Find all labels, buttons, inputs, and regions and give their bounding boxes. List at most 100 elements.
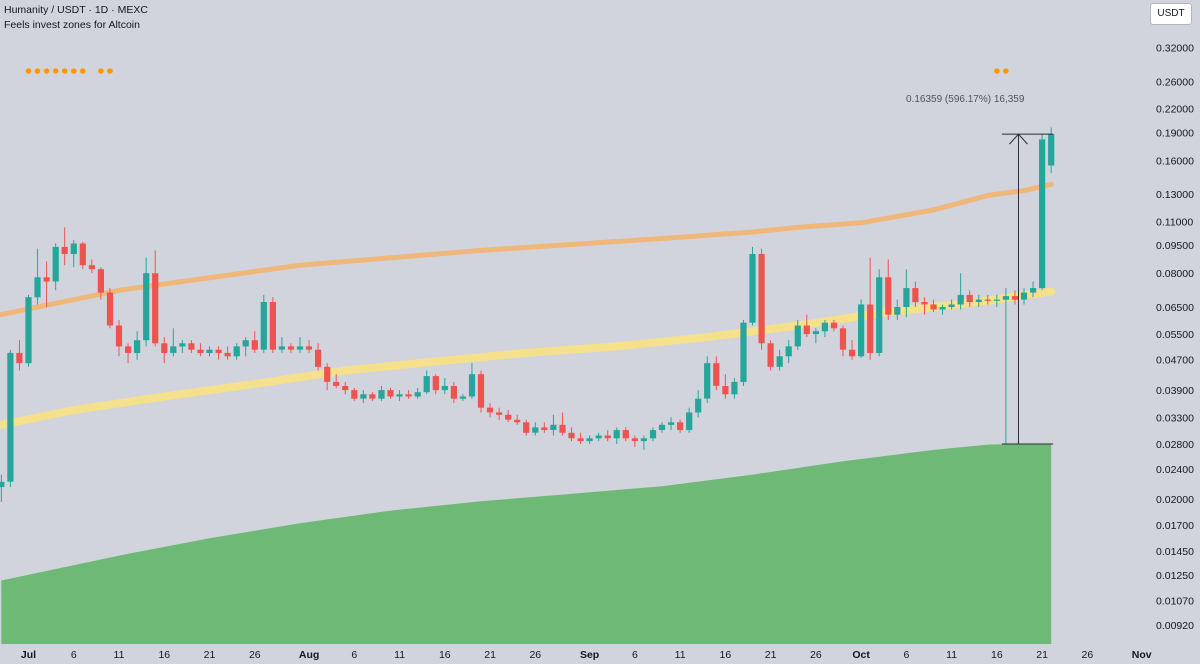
candle[interactable]: [278, 337, 285, 353]
candle[interactable]: [713, 356, 720, 391]
candle[interactable]: [858, 299, 865, 358]
candle[interactable]: [188, 340, 195, 353]
candle[interactable]: [812, 328, 819, 344]
candle[interactable]: [785, 340, 792, 364]
candle[interactable]: [658, 422, 666, 433]
price-range-measure[interactable]: [1001, 133, 1054, 445]
candle[interactable]: [170, 328, 177, 357]
candle[interactable]: [668, 417, 675, 431]
candle[interactable]: [224, 346, 231, 360]
candle[interactable]: [161, 337, 168, 364]
candle[interactable]: [921, 297, 928, 315]
candle[interactable]: [1020, 288, 1028, 305]
candle[interactable]: [821, 320, 828, 338]
candle[interactable]: [622, 427, 629, 442]
candle[interactable]: [179, 340, 186, 353]
candle[interactable]: [61, 227, 68, 266]
candle[interactable]: [876, 269, 883, 357]
candle[interactable]: [830, 320, 838, 332]
candle[interactable]: [52, 243, 59, 291]
candle[interactable]: [351, 388, 358, 401]
candle[interactable]: [486, 403, 494, 418]
candle[interactable]: [803, 314, 810, 338]
candle[interactable]: [758, 248, 765, 350]
candle[interactable]: [242, 337, 249, 357]
candle[interactable]: [595, 432, 602, 442]
candle[interactable]: [378, 386, 385, 401]
candle[interactable]: [97, 267, 104, 300]
candle[interactable]: [604, 430, 611, 442]
candle[interactable]: [143, 257, 150, 347]
candle[interactable]: [1030, 281, 1037, 298]
candle[interactable]: [70, 240, 77, 268]
candle[interactable]: [894, 299, 901, 320]
candle[interactable]: [966, 290, 973, 307]
candle[interactable]: [215, 346, 222, 360]
price-axis[interactable]: 0.32000 0.26000 0.22000 0.19000 0.16000 0.130…: [1156, 43, 1194, 633]
candle[interactable]: [197, 343, 204, 357]
candle[interactable]: [468, 363, 476, 399]
candle[interactable]: [79, 241, 86, 270]
candle[interactable]: [441, 378, 448, 395]
candle[interactable]: [550, 414, 557, 436]
candle[interactable]: [731, 378, 738, 399]
candle[interactable]: [134, 331, 141, 360]
candle[interactable]: [251, 331, 258, 353]
candle[interactable]: [586, 435, 593, 445]
candle[interactable]: [1048, 127, 1055, 174]
candle[interactable]: [740, 320, 747, 386]
candle[interactable]: [649, 427, 657, 442]
candle[interactable]: [0, 474, 5, 502]
candle[interactable]: [7, 349, 14, 487]
candle[interactable]: [613, 427, 620, 444]
candle[interactable]: [16, 340, 23, 371]
candle[interactable]: [25, 294, 32, 367]
candle[interactable]: [794, 320, 801, 350]
candle[interactable]: [523, 419, 530, 436]
candle[interactable]: [459, 394, 466, 401]
candle[interactable]: [677, 419, 684, 433]
candle[interactable]: [315, 343, 322, 371]
candle[interactable]: [939, 304, 946, 315]
candle[interactable]: [206, 346, 213, 357]
candle[interactable]: [260, 294, 267, 353]
time-axis[interactable]: Jul 6 11 16 21 26 Aug 6 11 16 21 26 Sep 6 11 16 21 26 Oct 6…: [21, 649, 1152, 661]
candle[interactable]: [577, 432, 584, 444]
candle[interactable]: [34, 248, 41, 305]
candle[interactable]: [631, 435, 638, 447]
candle[interactable]: [749, 246, 756, 326]
candle[interactable]: [505, 410, 512, 423]
candle[interactable]: [43, 261, 50, 307]
candle[interactable]: [568, 427, 575, 442]
candle[interactable]: [360, 390, 367, 404]
candle[interactable]: [1002, 288, 1009, 444]
candle[interactable]: [115, 320, 123, 357]
currency-button[interactable]: USDT: [1150, 3, 1192, 25]
candle[interactable]: [477, 370, 485, 413]
candle[interactable]: [948, 299, 955, 310]
candle[interactable]: [333, 374, 340, 388]
candle[interactable]: [269, 297, 276, 353]
candle[interactable]: [88, 259, 95, 274]
candle[interactable]: [496, 407, 503, 420]
candle[interactable]: [125, 343, 132, 364]
candle[interactable]: [405, 390, 412, 399]
candle[interactable]: [106, 288, 114, 329]
candle[interactable]: [984, 294, 991, 305]
candle[interactable]: [541, 422, 548, 433]
candle[interactable]: [975, 294, 982, 307]
candle[interactable]: [695, 390, 702, 418]
candle[interactable]: [532, 422, 539, 436]
candle[interactable]: [414, 388, 421, 399]
candle[interactable]: [867, 257, 874, 360]
candle[interactable]: [640, 435, 647, 450]
candle[interactable]: [152, 250, 159, 347]
candle[interactable]: [885, 259, 892, 321]
candle[interactable]: [387, 388, 394, 399]
candle[interactable]: [396, 390, 403, 401]
candle[interactable]: [296, 337, 304, 353]
candle[interactable]: [514, 414, 521, 425]
candle[interactable]: [686, 407, 693, 433]
candle[interactable]: [776, 349, 783, 371]
